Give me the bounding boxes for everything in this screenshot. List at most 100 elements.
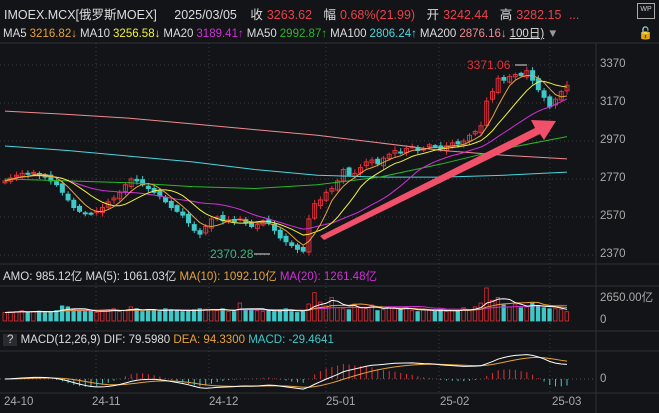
volume-bar — [123, 310, 128, 322]
candle-body — [163, 196, 169, 203]
volume-bar — [358, 307, 363, 322]
candle-body — [186, 213, 192, 224]
ma-label: MA20 — [163, 28, 194, 40]
ma-value: 2992.87↑ — [279, 28, 328, 40]
volume-bar — [48, 311, 53, 322]
volume-bar — [94, 312, 99, 322]
ma-line-ma100 — [4, 145, 568, 178]
volume-bar — [335, 307, 340, 322]
ma-line-ma50 — [4, 136, 568, 190]
candle-body — [122, 184, 128, 193]
y-tick-label: 2570 — [600, 210, 626, 222]
volume-bar — [191, 309, 197, 322]
volume-bar — [472, 306, 478, 322]
volume-bar — [37, 310, 42, 322]
y-tick-label: 2370 — [600, 248, 626, 260]
volume-bar — [501, 304, 506, 322]
volume-bar — [467, 309, 472, 322]
macd-axis-zero: 0 — [600, 373, 607, 385]
ma-value: 3216.82↓ — [29, 28, 77, 40]
more-button[interactable]: ... — [568, 8, 580, 22]
volume-bar — [346, 309, 351, 322]
candle-body — [335, 180, 341, 191]
candle-body — [518, 72, 524, 76]
symbol[interactable]: IMOEX.MCX[俄罗斯MOEX] — [4, 8, 157, 22]
volume-bar — [381, 309, 386, 322]
candle-body — [306, 218, 312, 253]
close-label: 收 — [250, 8, 263, 22]
volume-bar — [42, 311, 48, 322]
volume-bar — [455, 310, 460, 322]
vol-ma5: MA(5): 1061.03亿 — [85, 271, 177, 283]
ma-line-ma20 — [4, 98, 568, 230]
volume-bar — [289, 311, 294, 322]
ma-value: 2876.16↓ — [459, 28, 507, 40]
lock-icon[interactable]: 🔓 — [638, 26, 653, 40]
macd-legend: ? MACD(12,26,9) DIF: 79.5980 DEA: 94.330… — [3, 334, 334, 346]
candle-body — [547, 96, 553, 108]
volume-bar — [398, 309, 403, 322]
candle-body — [541, 90, 547, 98]
ma-value: 3256.58↓ — [113, 28, 161, 40]
volume-bar — [352, 303, 357, 322]
volume-ma-line — [4, 298, 568, 314]
period-selector[interactable]: 100日) — [509, 28, 545, 40]
high-annotation: 3371.06 — [467, 58, 511, 72]
trend-arrow — [320, 120, 556, 240]
ma-label: MA100 — [330, 28, 367, 40]
quote-header: IMOEX.MCX[俄罗斯MOEX] 2025/03/05 收 3263.62 幅… — [4, 4, 583, 23]
volume-bar — [512, 303, 518, 322]
volume-bar — [209, 309, 214, 322]
volume-bar — [295, 312, 300, 322]
x-tick-label: 25-03 — [552, 396, 582, 408]
volume-bar — [495, 297, 501, 322]
candle-body — [495, 77, 501, 93]
candle-body — [157, 190, 163, 197]
x-tick-label: 24-11 — [92, 396, 121, 408]
x-tick-label: 25-01 — [326, 396, 356, 408]
change-label: 幅 — [323, 8, 337, 22]
candle-body — [283, 235, 289, 243]
candle-body — [168, 200, 174, 208]
ma-legend: MA5 3216.82↓ MA10 3256.58↓ MA20 3189.41↑ MA50 2… — [3, 25, 562, 41]
volume-bar — [461, 307, 466, 322]
volume-bar — [426, 310, 432, 322]
volume-bar — [478, 302, 483, 322]
volume-bar — [375, 310, 380, 322]
volume-bar — [214, 310, 220, 322]
candle-body — [99, 207, 105, 213]
volume-bar — [254, 310, 260, 322]
amo-value: AMO: 985.12亿 — [3, 271, 83, 283]
help-button[interactable]: ? — [3, 334, 18, 346]
volume-bar — [111, 308, 116, 322]
candle-body — [507, 75, 513, 83]
candle-body — [180, 211, 186, 216]
volume-bar — [100, 310, 105, 322]
candle-body — [134, 178, 140, 182]
y-tick-label: 3170 — [600, 96, 626, 108]
wp-icon[interactable]: WP — [637, 3, 655, 19]
volume-bar — [180, 311, 185, 322]
candle-body — [65, 193, 71, 201]
candle-body — [88, 212, 94, 215]
vol-axis-zero: 0 — [600, 314, 607, 326]
macd-title[interactable]: MACD(12,26,9) — [20, 334, 101, 346]
dropdown-triangle-icon[interactable]: ▼ — [547, 28, 559, 40]
y-tick-label: 3370 — [600, 58, 626, 70]
volume-bar — [77, 310, 82, 322]
volume-bar — [329, 297, 334, 322]
volume-bar — [300, 311, 306, 322]
volume-bar — [386, 306, 392, 322]
volume-bar — [421, 309, 426, 322]
volume-bar — [237, 302, 243, 322]
volume-bar — [318, 301, 323, 322]
candle-body — [426, 144, 432, 148]
candle-body — [145, 185, 151, 190]
candle-body — [524, 70, 530, 78]
volume-bar — [134, 308, 139, 322]
candle-body — [363, 161, 369, 167]
candle-body — [13, 174, 19, 178]
volume-bar — [369, 304, 374, 322]
x-tick-label: 25-02 — [440, 396, 470, 408]
